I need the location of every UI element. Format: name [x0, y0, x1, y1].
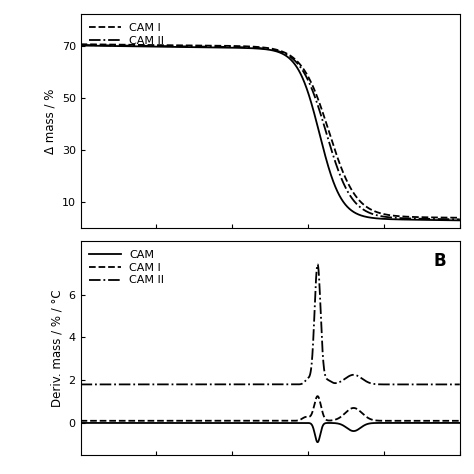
Legend: CAM I, CAM II: CAM I, CAM II: [86, 20, 168, 49]
Y-axis label: Deriv. mass / % / °C: Deriv. mass / % / °C: [50, 289, 63, 407]
Text: B: B: [434, 252, 447, 270]
Y-axis label: Δ mass / %: Δ mass / %: [43, 89, 56, 154]
Legend: CAM, CAM I, CAM II: CAM, CAM I, CAM II: [86, 246, 168, 289]
